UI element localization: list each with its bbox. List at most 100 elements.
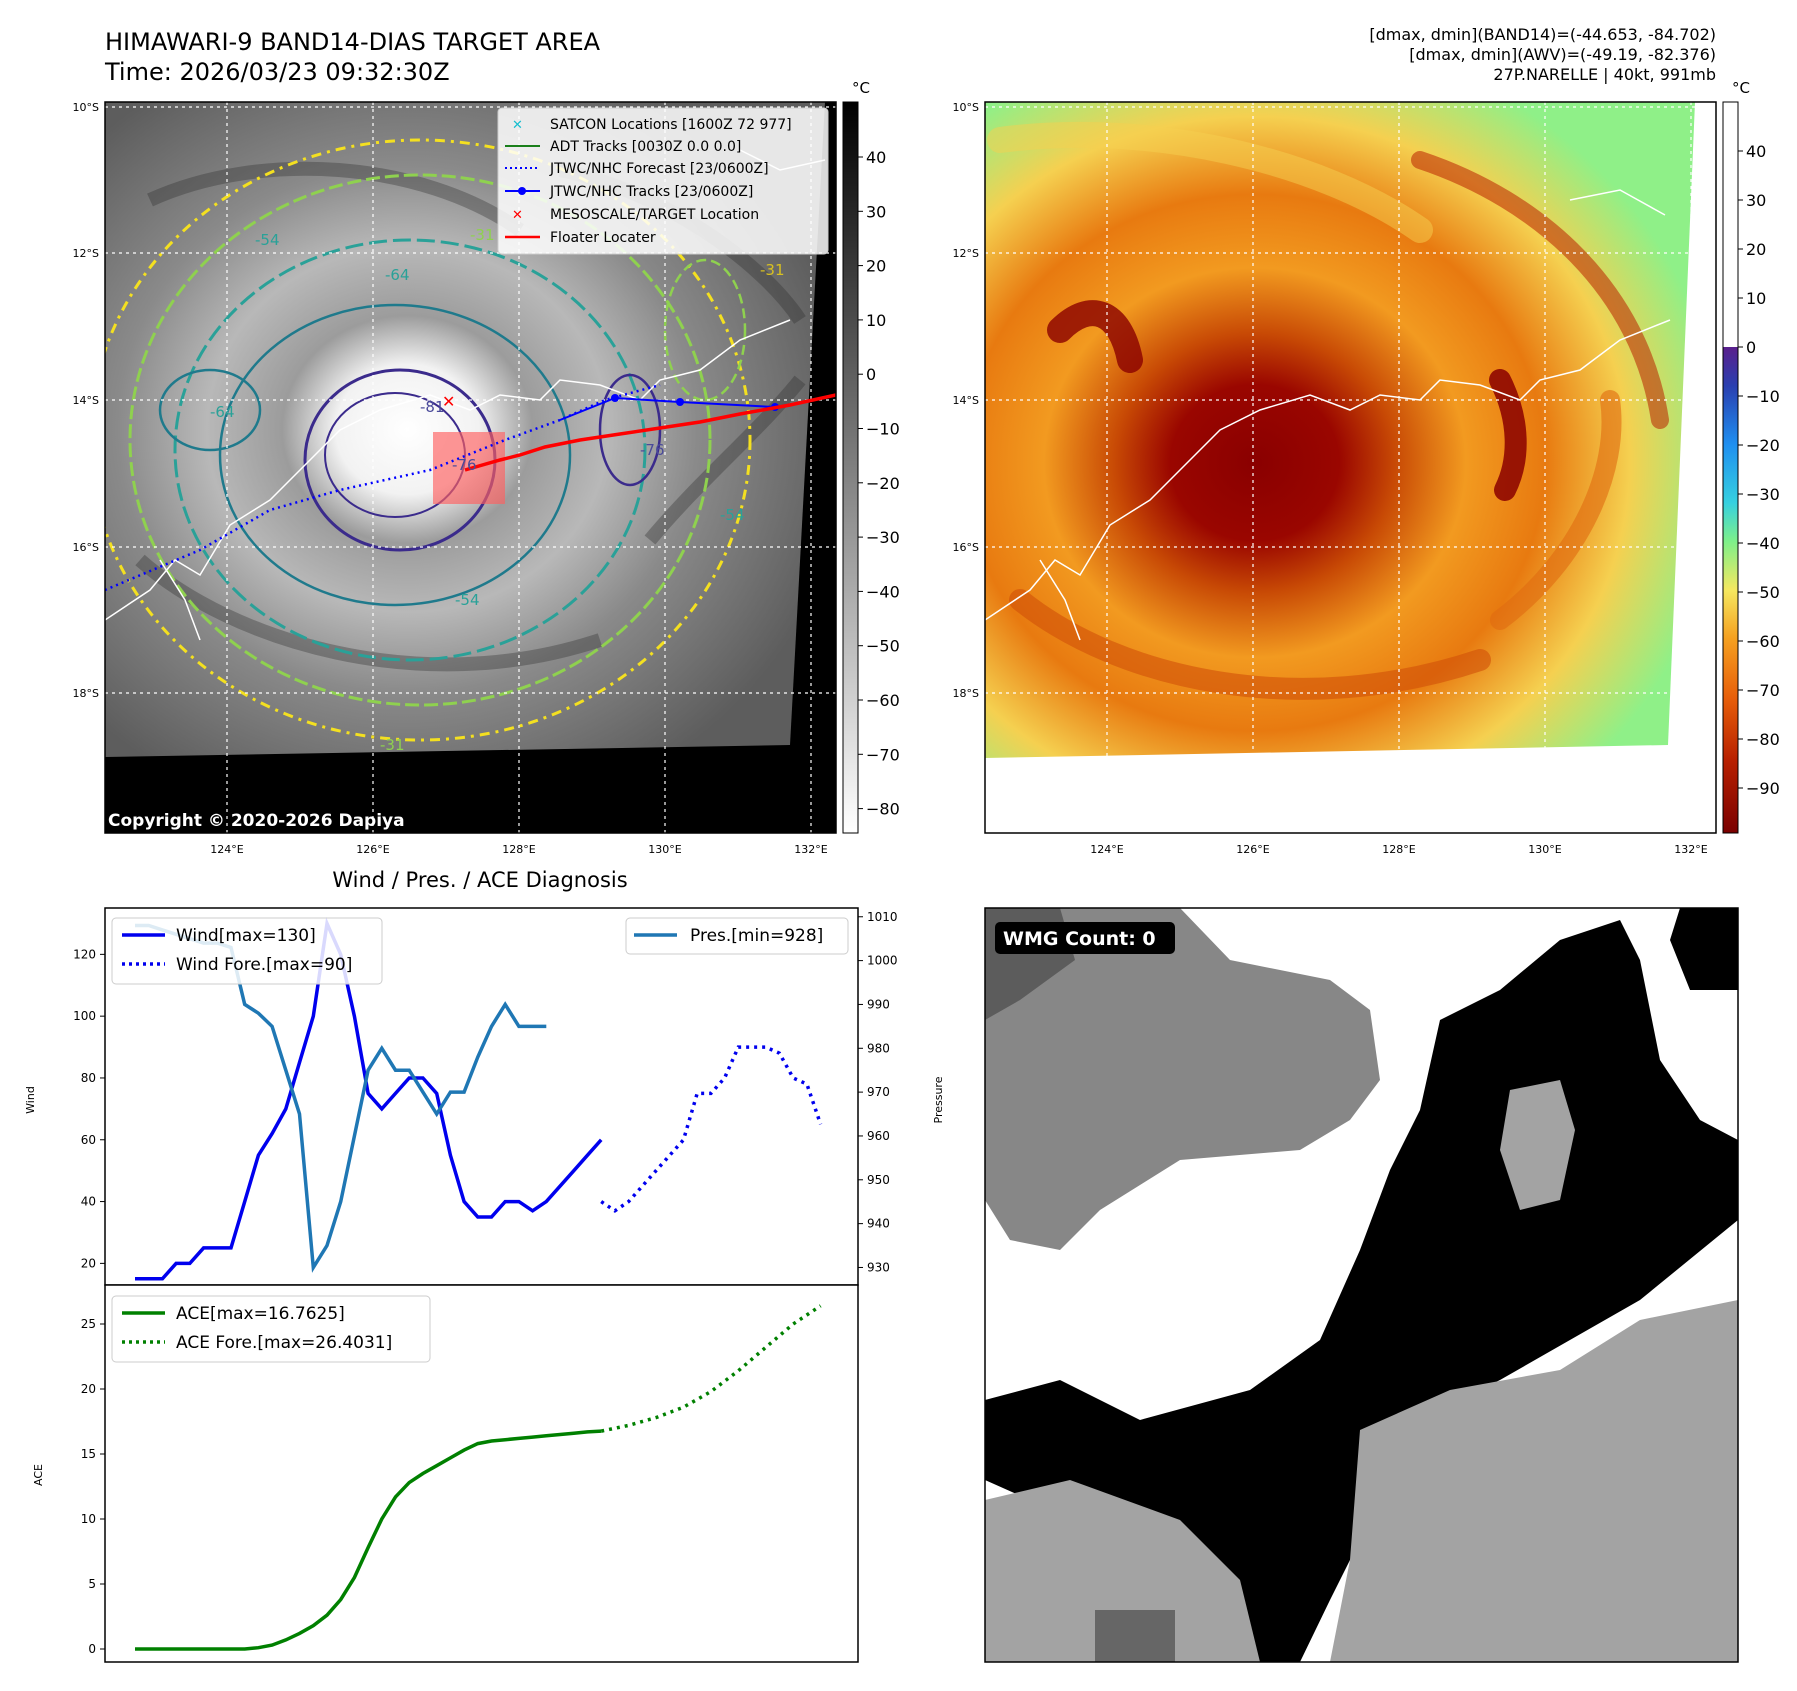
colorbar-tick-label: −30 (866, 528, 900, 547)
ace-tick-label: 0 (88, 1642, 96, 1656)
awv-colorbar-ticks: 40 30 20 10 0 −10 −20 −30 −40 −50 −60 −70 −80 −90 (1738, 142, 1780, 798)
header: HIMAWARI-9 BAND14-DIAS TARGET AREA Time:… (104, 25, 1716, 86)
legend-label: Floater Locater (550, 230, 656, 246)
floater-locater (464, 393, 836, 472)
colorbar-tick-label: −30 (1746, 485, 1780, 504)
wmg-black-corner (1670, 908, 1738, 990)
ir-map-panel: ✕ -81 -76 -64 -54 -31 -31 -64 -54 -31 -7… (104, 79, 900, 834)
colorbar-tick-label: −20 (1746, 436, 1780, 455)
lat-tick-label: 10°S (953, 101, 979, 114)
wind-tick-label: 120 (73, 947, 96, 961)
wmg-pixel-field (985, 908, 1738, 1662)
wind-tick-label: 100 (73, 1009, 96, 1023)
wind-tick-label: 60 (81, 1133, 96, 1147)
awv-coastline (985, 189, 1671, 641)
pressure-tick-label: 960 (867, 1129, 890, 1143)
ir-colorbar (842, 101, 859, 834)
contour-label: -76 (640, 441, 665, 459)
pressure-tick-label: 1000 (867, 954, 898, 968)
jtwc-track (559, 396, 776, 421)
pressure-axis-label: Pressure (932, 1076, 945, 1123)
pressure-tick-label: 980 (867, 1041, 890, 1055)
wind-forecast-series-line (600, 1045, 823, 1213)
awv-colorbar-top (1723, 102, 1738, 347)
awv-colorbar-unit: °C (1732, 79, 1750, 97)
legend-label: Pres.[min=928] (690, 926, 823, 946)
lat-tick-label: 12°S (73, 247, 99, 260)
ir-colorbar-unit: °C (852, 79, 870, 97)
colorbar-tick-label: 10 (866, 311, 886, 330)
legend-label: Wind[max=130] (176, 926, 316, 946)
track-point-icon (518, 187, 526, 195)
contour-label: -31 (760, 261, 785, 279)
legend-label: JTWC/NHC Tracks [23/0600Z] (549, 184, 753, 200)
colorbar-tick-label: 10 (1746, 289, 1766, 308)
legend-box (625, 917, 849, 955)
ace-series-line (135, 1429, 602, 1651)
legend-item-mesoscale: ✕ MESOSCALE/TARGET Location (512, 207, 759, 223)
lat-tick-label: 18°S (953, 687, 979, 700)
ace-series-group (135, 1304, 822, 1651)
awv-map-panel: °C 40 30 20 10 0 −10 −20 −30 −40 −50 −60 −70 −80 −90 (984, 79, 1780, 834)
jtwc-forecast-track (105, 383, 661, 592)
wind-tick-label: 20 (81, 1256, 96, 1270)
wind-legend: Wind[max=130] Wind Fore.[max=90] (111, 917, 383, 985)
legend-item-adt: ADT Tracks [0030Z 0.0 0.0] (505, 139, 741, 155)
wmg-dark-patch (1095, 1610, 1175, 1662)
ir-imagery (105, 102, 825, 757)
lon-tick-label: 132°E (1674, 843, 1707, 856)
colorbar-tick-label: 20 (866, 257, 886, 276)
legend-label: ACE Fore.[max=26.4031] (176, 1333, 392, 1353)
contour-label: -31 (470, 226, 495, 244)
page-title: HIMAWARI-9 BAND14-DIAS TARGET AREA (105, 28, 601, 56)
colorbar-tick-label: −40 (1746, 534, 1780, 553)
ace-chart: 0 5 10 15 20 25 ACE ACE[max=16.7625] ACE Fore… (32, 1284, 859, 1663)
lat-tick-label: 10°S (73, 101, 99, 114)
mesoscale-legend-icon: ✕ (512, 208, 523, 223)
map-axis-labels: 10°S 10°S 12°S 12°S 14°S 14°S 16°S 16°S 18°S 18°S… (73, 101, 1708, 856)
pressure-tick-label: 950 (867, 1173, 890, 1187)
contour-label: -64 (210, 403, 235, 421)
legend-label: JTWC/NHC Forecast [23/0600Z] (549, 161, 769, 177)
ace-axis-ticks: 0 5 10 15 20 25 (81, 1317, 105, 1656)
legend-box (111, 917, 383, 985)
awv-map-frame (984, 101, 1717, 834)
contour-label: -76 (452, 456, 477, 474)
colorbar-tick-label: −70 (866, 745, 900, 764)
ir-map-frame (104, 101, 837, 834)
colorbar-tick-label: −60 (1746, 632, 1780, 651)
legend-item-forecast: JTWC/NHC Forecast [23/0600Z] (505, 161, 769, 177)
wmg-panel: WMG Count: 0 (984, 907, 1739, 1663)
wind-tick-label: 40 (81, 1195, 96, 1209)
colorbar-tick-label: 40 (1746, 142, 1766, 161)
lon-tick-label: 130°E (1528, 843, 1561, 856)
pressure-axis-ticks: 930 940 950 960 970 980 990 1000 1010 (858, 910, 898, 1274)
colorbar-tick-label: 30 (866, 202, 886, 221)
wind-series-line (135, 917, 603, 1281)
colorbar-tick-label: −60 (866, 691, 900, 710)
pressure-tick-label: 970 (867, 1085, 890, 1099)
ace-legend: ACE[max=16.7625] ACE Fore.[max=26.4031] (111, 1295, 431, 1363)
mesoscale-marker-icon: ✕ (442, 392, 455, 411)
copyright-notice: Copyright © 2020-2026 Dapiya (108, 811, 405, 831)
storm-info: 27P.NARELLE | 40kt, 991mb (1493, 65, 1716, 84)
lon-tick-label: 128°E (1382, 843, 1415, 856)
ace-tick-label: 5 (88, 1577, 96, 1591)
lon-tick-label: 132°E (794, 843, 827, 856)
ace-tick-label: 10 (81, 1512, 96, 1526)
legend-label: ADT Tracks [0030Z 0.0 0.0] (550, 139, 741, 155)
stats-band14: [dmax, dmin](BAND14)=(-44.653, -84.702) (1369, 25, 1716, 44)
colorbar-tick-label: −70 (1746, 681, 1780, 700)
contour-label: -54 (255, 231, 280, 249)
chart-title: Wind / Pres. / ACE Diagnosis (332, 868, 627, 892)
legend-label: SATCON Locations [1600Z 72 977] (550, 117, 792, 133)
ace-tick-label: 25 (81, 1317, 96, 1331)
pressure-tick-label: 1010 (867, 910, 898, 924)
awv-colorbar-bottom (1723, 347, 1738, 833)
ir-contour-labels: -81 -76 -64 -54 -31 -31 -64 -54 -31 -76 … (210, 226, 785, 754)
wind-pressure-chart: Wind / Pres. / ACE Diagnosis 20 40 60 80 100… (24, 868, 945, 1286)
pressure-tick-label: 930 (867, 1260, 890, 1274)
timestamp: Time: 2026/03/23 09:32:30Z (104, 58, 450, 86)
wmg-light-gray-region (985, 1480, 1260, 1662)
contour-label: -81 (420, 398, 445, 416)
